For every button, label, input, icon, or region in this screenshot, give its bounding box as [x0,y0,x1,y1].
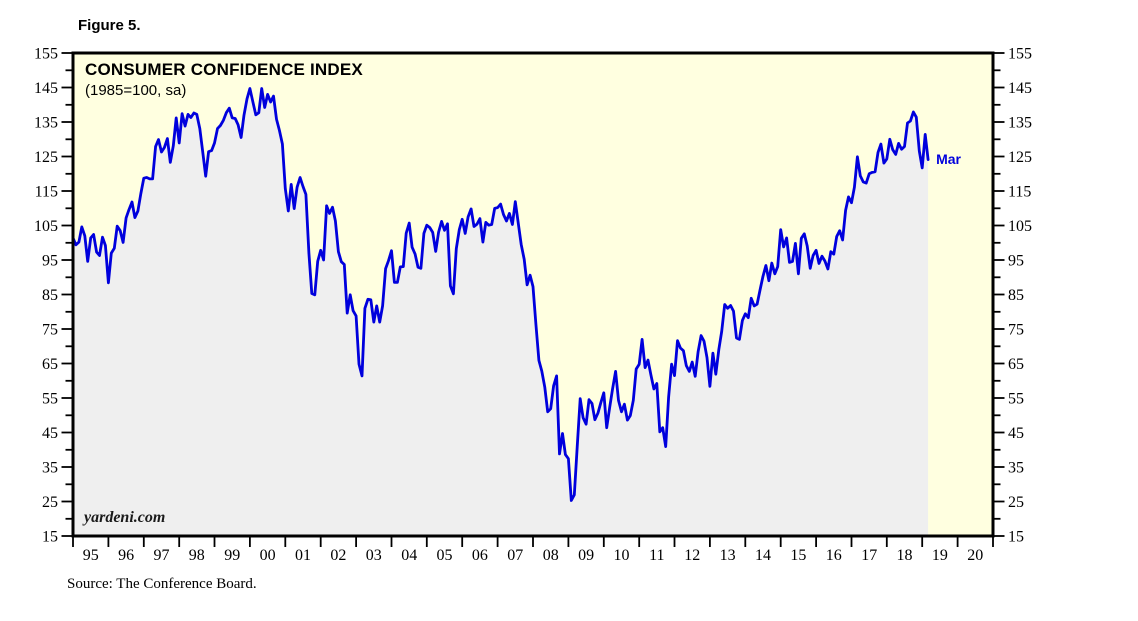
svg-text:35: 35 [42,460,58,477]
svg-text:85: 85 [1008,287,1024,304]
svg-text:13: 13 [720,547,736,564]
svg-text:115: 115 [1008,184,1031,201]
svg-text:25: 25 [42,494,58,511]
svg-text:135: 135 [1008,115,1032,132]
source-note: Source: The Conference Board. [67,576,257,592]
svg-text:75: 75 [1008,322,1024,339]
svg-text:03: 03 [366,547,382,564]
svg-text:14: 14 [755,547,771,564]
svg-text:105: 105 [34,218,58,235]
svg-text:98: 98 [189,547,205,564]
svg-text:155: 155 [1008,46,1032,63]
latest-point-label: Mar [936,150,961,167]
svg-text:00: 00 [260,547,276,564]
svg-text:145: 145 [34,80,58,97]
chart-title: CONSUMER CONFIDENCE INDEX [85,60,363,79]
svg-text:45: 45 [1008,425,1024,442]
svg-text:11: 11 [649,547,664,564]
svg-text:07: 07 [507,547,523,564]
svg-text:08: 08 [543,547,559,564]
svg-text:09: 09 [578,547,594,564]
svg-text:19: 19 [932,547,948,564]
svg-text:95: 95 [83,547,99,564]
svg-text:05: 05 [437,547,453,564]
svg-text:15: 15 [1008,529,1024,546]
svg-text:65: 65 [1008,356,1024,373]
svg-text:15: 15 [42,529,58,546]
confidence-line [71,87,930,502]
chart-subtitle: (1985=100, sa) [85,82,187,99]
svg-text:65: 65 [42,356,58,373]
figure-label: Figure 5. [78,17,141,34]
svg-text:155: 155 [34,46,58,63]
svg-text:105: 105 [1008,218,1032,235]
svg-text:45: 45 [42,425,58,442]
svg-text:95: 95 [1008,253,1024,270]
svg-text:97: 97 [154,547,170,564]
svg-text:12: 12 [684,547,700,564]
svg-text:75: 75 [42,322,58,339]
svg-text:135: 135 [34,115,58,132]
svg-text:06: 06 [472,547,488,564]
svg-text:10: 10 [614,547,630,564]
svg-text:01: 01 [295,547,311,564]
svg-text:04: 04 [401,547,417,564]
svg-text:95: 95 [42,253,58,270]
svg-text:17: 17 [861,547,877,564]
svg-text:16: 16 [826,547,842,564]
svg-text:85: 85 [42,287,58,304]
svg-text:115: 115 [35,184,58,201]
svg-text:02: 02 [330,547,346,564]
svg-text:96: 96 [118,547,134,564]
watermark-yardeni: yardeni.com [84,509,166,526]
svg-text:35: 35 [1008,460,1024,477]
svg-text:125: 125 [34,149,58,166]
svg-text:99: 99 [224,547,240,564]
svg-text:145: 145 [1008,80,1032,97]
svg-text:55: 55 [1008,391,1024,408]
svg-text:20: 20 [967,547,983,564]
svg-text:15: 15 [790,547,806,564]
svg-text:25: 25 [1008,494,1024,511]
plot-border [71,51,995,538]
svg-text:18: 18 [897,547,913,564]
svg-text:55: 55 [42,391,58,408]
svg-text:125: 125 [1008,149,1032,166]
